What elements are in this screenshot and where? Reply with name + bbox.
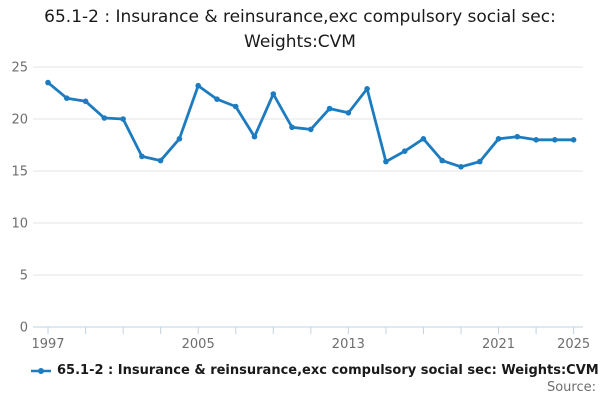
- data-point[interactable]: [139, 153, 145, 160]
- data-point[interactable]: [570, 137, 577, 143]
- data-point[interactable]: [477, 158, 483, 165]
- y-tick-label: 0: [20, 321, 28, 336]
- data-point[interactable]: [232, 103, 239, 110]
- data-point[interactable]: [383, 158, 389, 165]
- data-point[interactable]: [308, 126, 314, 133]
- y-tick-label: 10: [11, 217, 28, 232]
- data-point[interactable]: [176, 136, 183, 142]
- data-point[interactable]: [345, 110, 352, 116]
- legend-label: 65.1-2 : Insurance & reinsurance,exc com…: [57, 363, 599, 378]
- series-line[interactable]: [46, 81, 575, 169]
- data-point[interactable]: [533, 137, 539, 143]
- x-tick-label: 2021: [482, 337, 515, 352]
- data-point[interactable]: [514, 133, 521, 140]
- data-point[interactable]: [214, 96, 220, 102]
- legend-line-marker-icon: [31, 367, 51, 374]
- data-point[interactable]: [270, 91, 277, 97]
- data-point[interactable]: [251, 133, 258, 140]
- data-point[interactable]: [458, 164, 464, 170]
- y-tick-label: 5: [20, 269, 28, 284]
- data-point[interactable]: [82, 98, 89, 105]
- legend-item[interactable]: 65.1-2 : Insurance & reinsurance,exc com…: [31, 363, 599, 378]
- data-point[interactable]: [120, 116, 126, 122]
- data-point[interactable]: [439, 157, 446, 164]
- data-point[interactable]: [364, 86, 370, 92]
- x-tick-label: 2005: [182, 337, 215, 352]
- y-tick-label: 20: [11, 113, 28, 128]
- data-point[interactable]: [64, 95, 70, 101]
- data-point[interactable]: [195, 82, 201, 89]
- x-tick-label: 2013: [332, 337, 365, 352]
- data-point[interactable]: [401, 148, 408, 154]
- x-tick-label: 1997: [31, 337, 64, 352]
- data-point[interactable]: [552, 137, 558, 143]
- y-tick-label: 15: [11, 165, 28, 180]
- data-point[interactable]: [101, 115, 108, 121]
- source-label: Source:: [546, 380, 596, 395]
- data-point[interactable]: [420, 136, 427, 142]
- chart-title: 65.1-2 : Insurance & reinsurance,exc com…: [44, 7, 556, 52]
- data-point[interactable]: [289, 124, 295, 131]
- data-point[interactable]: [326, 105, 333, 112]
- data-point[interactable]: [157, 157, 164, 164]
- data-point[interactable]: [45, 79, 51, 86]
- data-point[interactable]: [495, 136, 502, 142]
- x-tick-label: 2025: [557, 337, 590, 352]
- y-tick-label: 25: [11, 61, 28, 76]
